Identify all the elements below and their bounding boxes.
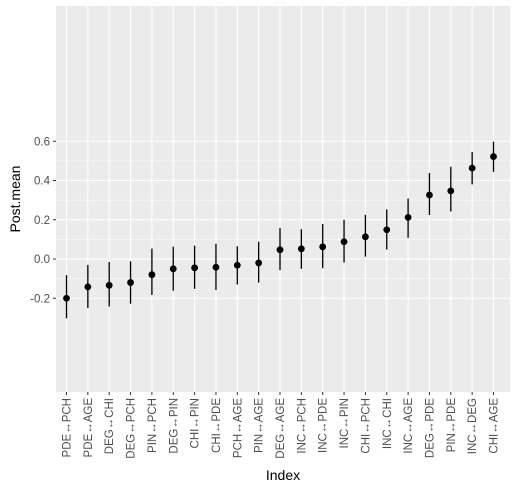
data-point xyxy=(84,283,92,291)
x-tick-label: DEG↔AGE xyxy=(275,398,287,459)
x-tick-label: PIN↔PDE xyxy=(446,398,458,453)
x-tick-label: DEG↔PIN xyxy=(168,398,180,454)
x-tick-label: CHI↔PIN xyxy=(190,398,202,448)
x-tick-label: DEG↔PCH xyxy=(126,398,138,459)
data-point xyxy=(127,279,134,286)
data-point xyxy=(404,213,412,221)
data-point xyxy=(255,259,263,267)
data-point xyxy=(63,294,70,302)
x-tick-label: INC↔DEG xyxy=(467,398,479,454)
x-tick-label: DEG↔CHI xyxy=(104,398,116,454)
grid xyxy=(56,6,510,392)
data-point xyxy=(468,164,476,172)
axis-ticks: -0.2 0.0 0.2 0.4 0.6 PDE↔PCH PDE↔AGE DEG↔CHI DEG… xyxy=(30,136,500,458)
data-point xyxy=(340,238,348,246)
x-tick-label: PCH↔AGE xyxy=(232,398,244,458)
data-point xyxy=(490,153,497,160)
x-tick-label: CHI↔PDE xyxy=(211,398,223,453)
data-point xyxy=(212,263,220,271)
plot-panel xyxy=(56,6,510,392)
x-tick-label: INC↔CHI xyxy=(382,398,394,449)
x-tick-label: INC↔PDE xyxy=(318,398,330,453)
data-point xyxy=(426,191,433,199)
data-point xyxy=(105,281,113,289)
y-tick-label: 0.0 xyxy=(34,254,50,266)
data-point xyxy=(383,226,391,234)
data-point xyxy=(447,187,455,195)
data-point xyxy=(276,246,284,254)
data-point xyxy=(233,261,241,269)
data-point xyxy=(319,243,327,251)
x-axis-title: Index xyxy=(266,467,300,483)
y-tick-label: 0.6 xyxy=(34,136,50,148)
x-tick-label: PIN↔PCH xyxy=(147,398,159,453)
x-tick-label: DEG↔PDE xyxy=(424,398,436,458)
x-tick-label: INC↔PCH xyxy=(296,398,308,454)
x-tick-label: PDE↔PCH xyxy=(62,398,74,457)
data-point xyxy=(148,271,156,279)
x-tick-label: CHI↔AGE xyxy=(489,398,501,454)
x-tick-label: PDE↔AGE xyxy=(83,398,95,458)
data-point xyxy=(169,265,177,273)
y-axis-title: Post.mean xyxy=(7,166,23,233)
x-tick-label: PIN↔AGE xyxy=(254,398,266,453)
x-tick-label: INC↔PIN xyxy=(339,398,351,448)
data-point xyxy=(362,233,369,241)
y-tick-label: 0.2 xyxy=(34,215,50,227)
y-tick-label: -0.2 xyxy=(30,293,50,305)
data-point xyxy=(297,245,305,253)
x-tick-label: CHI↔PCH xyxy=(360,398,372,454)
y-tick-label: 0.4 xyxy=(34,176,51,188)
data-marks xyxy=(63,141,497,319)
x-tick-label: INC↔AGE xyxy=(403,398,415,454)
data-point xyxy=(191,264,199,272)
